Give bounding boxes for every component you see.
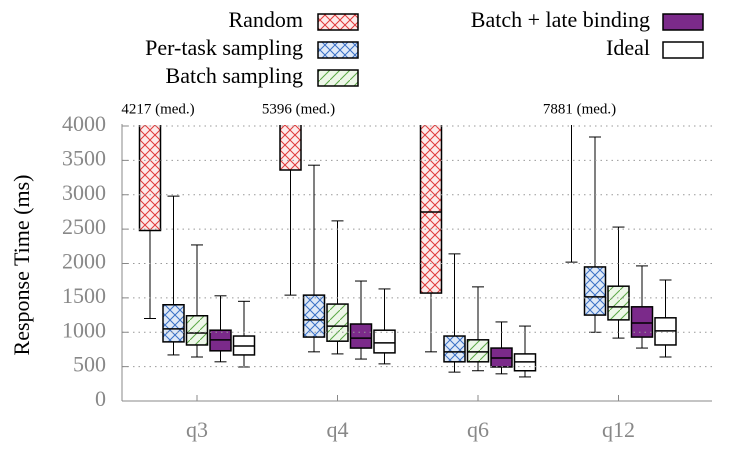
legend-swatch bbox=[317, 41, 359, 59]
box bbox=[138, 125, 162, 232]
box bbox=[630, 306, 654, 338]
box bbox=[279, 125, 302, 171]
legend-label: Random bbox=[228, 7, 303, 32]
legend-swatch bbox=[317, 69, 359, 87]
legend-label: Batch sampling bbox=[166, 63, 303, 88]
y-tick-label: 1500 bbox=[62, 283, 106, 308]
legend-swatch bbox=[317, 13, 359, 31]
median-label: 7881 (med.) bbox=[543, 101, 616, 117]
box bbox=[443, 335, 466, 363]
y-tick-label: 1000 bbox=[62, 317, 106, 342]
y-tick-label: 2500 bbox=[62, 214, 106, 239]
box bbox=[419, 125, 443, 294]
box bbox=[373, 329, 396, 354]
legend-swatch bbox=[662, 41, 704, 59]
x-tick-label: q6 bbox=[467, 417, 489, 442]
box bbox=[607, 285, 630, 321]
y-tick-label: 0 bbox=[95, 386, 106, 411]
box bbox=[466, 339, 490, 363]
y-tick-label: 3000 bbox=[62, 180, 106, 205]
x-tick-label: q3 bbox=[186, 417, 208, 442]
box bbox=[185, 315, 209, 346]
legend-label: Batch + late binding bbox=[471, 7, 650, 32]
y-axis-label: Response Time (ms) bbox=[9, 175, 34, 356]
box bbox=[302, 294, 326, 338]
y-tick-label: 3500 bbox=[62, 145, 106, 170]
legend-label: Ideal bbox=[606, 35, 650, 60]
box bbox=[349, 323, 373, 349]
x-tick-label: q4 bbox=[327, 417, 349, 442]
median-label: 5396 (med.) bbox=[262, 101, 335, 117]
legend-swatch bbox=[662, 13, 704, 31]
y-tick-label: 2000 bbox=[62, 249, 106, 274]
legend-label: Per-task sampling bbox=[145, 35, 303, 60]
y-tick-label: 4000 bbox=[62, 111, 106, 136]
y-tick-label: 500 bbox=[73, 352, 106, 377]
x-tick-label: q12 bbox=[602, 417, 635, 442]
median-label: 4217 (med.) bbox=[121, 101, 194, 117]
box bbox=[583, 266, 607, 316]
box bbox=[326, 303, 349, 342]
box bbox=[162, 304, 185, 343]
